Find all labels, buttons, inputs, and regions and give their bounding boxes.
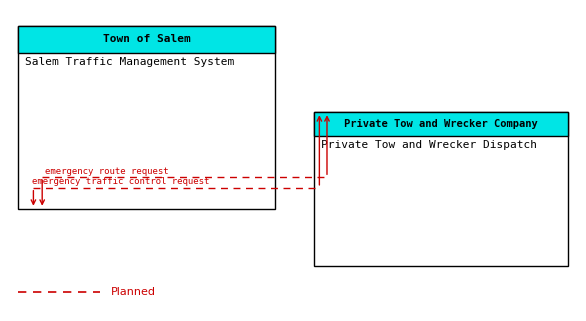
Bar — [18, 26, 275, 209]
Text: Private Tow and Wrecker Company: Private Tow and Wrecker Company — [344, 119, 538, 129]
Text: emergency traffic control request: emergency traffic control request — [32, 177, 209, 186]
Text: Planned: Planned — [111, 287, 156, 297]
Bar — [314, 112, 568, 266]
Text: Private Tow and Wrecker Dispatch: Private Tow and Wrecker Dispatch — [321, 140, 537, 150]
Bar — [314, 112, 568, 136]
Text: Town of Salem: Town of Salem — [103, 34, 190, 44]
Bar — [18, 26, 275, 53]
Text: Salem Traffic Management System: Salem Traffic Management System — [25, 57, 234, 67]
Text: emergency route request: emergency route request — [45, 167, 169, 176]
